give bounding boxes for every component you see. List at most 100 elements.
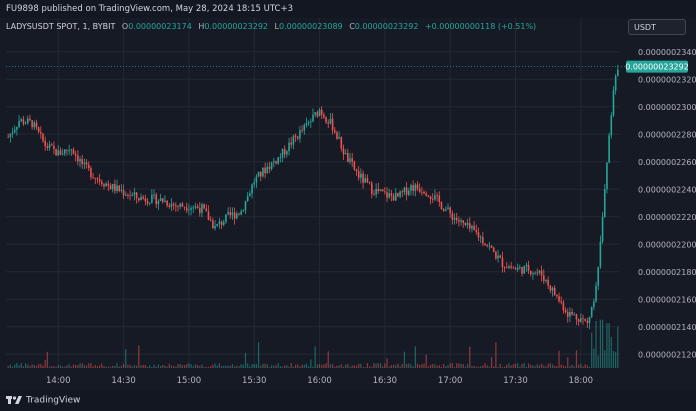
candle-body	[401, 191, 404, 193]
volume-bar	[432, 363, 434, 368]
volume-bar	[512, 364, 514, 368]
candle-body	[83, 162, 86, 165]
candle-body	[490, 245, 493, 248]
volume-bar	[77, 365, 79, 368]
candle-body	[283, 148, 286, 155]
volume-bar	[305, 363, 308, 368]
candle-body	[606, 162, 608, 190]
open-value: 0.00000023174	[128, 22, 192, 31]
candle-body	[360, 173, 362, 178]
volume-bar	[22, 366, 25, 368]
candle-body	[468, 223, 471, 229]
candle-body	[227, 212, 229, 215]
candle-body	[257, 171, 260, 177]
candle-body	[384, 191, 386, 193]
candle-body	[379, 189, 382, 192]
candle-body	[242, 210, 245, 212]
candle-body	[238, 213, 240, 215]
candle-body	[94, 177, 97, 179]
volume-bar	[536, 364, 538, 368]
candle-body	[33, 122, 36, 128]
volume-bar	[399, 366, 401, 368]
candle-body	[423, 191, 425, 194]
volume-bar	[149, 365, 151, 368]
y-tick-label: 0.00000022400	[638, 185, 696, 194]
candle-body	[296, 136, 299, 139]
candle-body	[482, 237, 484, 244]
volume-bar	[197, 364, 199, 368]
candle-body	[336, 132, 338, 139]
candle-body	[503, 267, 506, 269]
candle-body	[458, 220, 460, 222]
candle-body	[96, 178, 99, 180]
volume-bar	[164, 365, 166, 368]
candle-body	[68, 150, 70, 152]
volume-bar	[451, 363, 453, 368]
volume-bar	[312, 366, 314, 368]
volume-bar	[271, 365, 273, 368]
candle-body	[129, 195, 131, 197]
candle-body	[440, 201, 443, 209]
candle-body	[157, 201, 160, 205]
candle-body	[140, 196, 142, 201]
candle-body	[595, 285, 597, 302]
volume-bar	[14, 364, 16, 368]
candle-body	[497, 255, 499, 259]
candle-body	[26, 118, 29, 124]
volume-bar	[31, 364, 33, 368]
candle-body	[421, 191, 423, 193]
volume-bar	[427, 366, 429, 368]
volume-bar	[27, 364, 29, 368]
candle-body	[166, 200, 168, 206]
volume-bar	[429, 364, 432, 368]
volume-bar	[371, 366, 373, 368]
volume-bar	[138, 345, 140, 368]
candle-body	[294, 135, 297, 137]
volume-bar	[127, 364, 129, 368]
volume-bar	[501, 366, 504, 368]
volume-bar	[90, 363, 92, 368]
footer-brand-text: TradingView	[26, 395, 81, 406]
volume-bar	[116, 363, 118, 368]
volume-bar	[595, 320, 597, 368]
volume-bar	[253, 363, 255, 368]
volume-bar	[460, 364, 462, 368]
candle-body	[142, 196, 144, 199]
candle-body	[403, 187, 406, 193]
volume-bar	[323, 364, 325, 368]
volume-bar	[551, 364, 554, 368]
volume-bar	[438, 365, 440, 368]
volume-bar	[538, 365, 541, 368]
currency-badge[interactable]: USDT	[628, 19, 686, 35]
candle-body	[527, 264, 530, 271]
candle-body	[556, 295, 558, 297]
candle-body	[133, 192, 136, 195]
candle-body	[370, 183, 373, 194]
volume-bar	[7, 366, 9, 368]
volume-bar	[281, 366, 284, 368]
candle-body	[512, 267, 515, 269]
candle-body	[249, 193, 251, 197]
candle-body	[101, 181, 103, 185]
candle-body	[564, 310, 567, 313]
candle-body	[388, 193, 391, 198]
candle-body	[253, 182, 256, 185]
volume-bar	[162, 365, 164, 368]
volume-bar	[377, 363, 379, 368]
candle-body	[342, 148, 345, 155]
high-label: H	[198, 22, 205, 31]
volume-bar	[325, 363, 327, 368]
volume-bar	[299, 366, 301, 368]
symbol-name[interactable]: LADYSUSDT SPOT, 1, BYBIT	[6, 22, 116, 31]
volume-bar	[342, 366, 345, 368]
volume-bar	[314, 346, 316, 368]
candle-body	[270, 162, 273, 169]
y-tick-label: 0.00000021600	[638, 295, 696, 304]
volume-bar	[506, 364, 508, 368]
candle-body	[196, 206, 199, 209]
candle-body	[349, 158, 351, 162]
volume-bar	[480, 366, 482, 368]
candle-body	[338, 137, 340, 139]
candle-body	[453, 217, 456, 220]
